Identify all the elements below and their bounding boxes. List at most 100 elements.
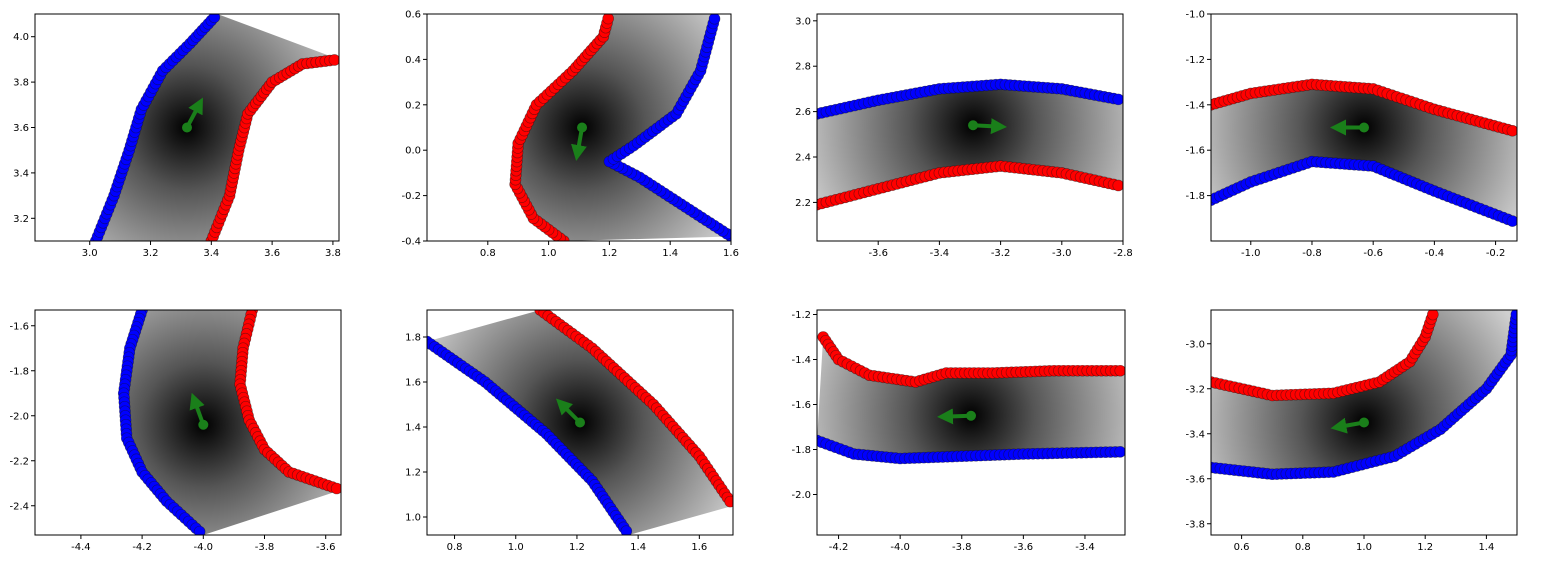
x-tick-label: 1.0 [508, 542, 524, 553]
x-tick-label: -3.8 [952, 542, 972, 553]
x-tick-label: -3.8 [255, 542, 275, 553]
x-tick-label: -4.2 [132, 542, 152, 553]
x-tick-label: 3.2 [143, 248, 159, 259]
x-tick-label: -0.2 [1486, 248, 1506, 259]
x-tick-label: -3.0 [1052, 248, 1072, 259]
y-tick-label: 1.6 [405, 378, 421, 389]
y-tick-label: 0.4 [405, 55, 421, 66]
plot-area [1211, 78, 1517, 227]
y-tick-label: -1.8 [791, 445, 811, 456]
axes-frame [426, 13, 732, 242]
x-tick-label: -3.2 [991, 248, 1011, 259]
agent-marker [198, 419, 209, 430]
agent-marker [577, 122, 588, 133]
y-tick-label: -1.6 [9, 321, 29, 332]
blue-boundary [117, 310, 206, 535]
plot-area [817, 331, 1125, 465]
corridor-shading [1211, 310, 1517, 475]
y-tick-label: -1.8 [1185, 191, 1205, 202]
agent-marker [1359, 122, 1369, 133]
agent-marker [1359, 417, 1369, 428]
x-tick-label: 1.6 [723, 248, 739, 259]
blue-boundary [1211, 155, 1517, 227]
x-tick-label: -4.0 [890, 542, 910, 553]
y-tick-label: -2.0 [791, 490, 811, 501]
x-tick-label: -0.4 [1425, 248, 1445, 259]
blue-boundary-point [1112, 93, 1123, 106]
x-tick-label: -3.4 [930, 248, 950, 259]
chart-panel-1: 3.0 3.2 3.4 3.6 3.8 3.2 3.4 3.6 3.8 4.0 [13, 13, 341, 259]
x-tick-label: 1.2 [569, 542, 585, 553]
x-tick-label: 3.8 [325, 248, 341, 259]
x-tick-label: 1.6 [691, 542, 707, 553]
red-boundary [534, 310, 733, 508]
red-boundary [817, 331, 1125, 388]
red-boundary-point [1112, 179, 1123, 192]
chart-panel-6: 0.8 1.0 1.2 1.4 1.6 1.0 1.2 1.4 1.6 1.8 [405, 309, 734, 553]
red-boundary [1211, 78, 1517, 137]
y-tick-label: -3.8 [1185, 519, 1205, 530]
blue-boundary-point [708, 14, 721, 25]
y-tick-label: -0.2 [401, 191, 421, 202]
y-tick-label: 4.0 [13, 32, 29, 43]
red-boundary-point [328, 54, 339, 66]
blue-boundary [1211, 310, 1517, 481]
x-tick-label: 3.6 [264, 248, 280, 259]
axes-frame [34, 309, 342, 536]
axes-frame [816, 13, 1124, 242]
chart-panel-8: 0.6 0.8 1.0 1.2 1.4 -3.8 -3.6 -3.4 -3.2 -3.0 [1185, 309, 1518, 553]
y-tick-label: 1.4 [405, 423, 421, 434]
x-tick-label: 0.8 [480, 248, 496, 259]
y-tick-label: 1.0 [405, 513, 421, 524]
agent-marker [966, 410, 976, 421]
x-tick-label: -4.4 [71, 542, 91, 553]
y-tick-label: -2.0 [9, 411, 29, 422]
agent-marker [575, 417, 585, 428]
x-tick-label: 1.4 [630, 542, 646, 553]
y-tick-label: 3.6 [13, 123, 29, 134]
red-boundary [1211, 310, 1439, 402]
blue-boundary [90, 14, 221, 241]
x-tick-label: 1.4 [1478, 542, 1494, 553]
y-tick-label: 0.6 [405, 10, 421, 21]
y-tick-label: 1.8 [405, 333, 421, 344]
plot-area [427, 310, 733, 535]
x-tick-label: -1.0 [1241, 248, 1261, 259]
y-tick-label: -2.2 [9, 456, 29, 467]
x-tick-label: -4.0 [194, 542, 214, 553]
y-tick-label: 1.2 [405, 468, 421, 479]
x-tick-label: -2.8 [1113, 248, 1133, 259]
y-tick-label: -3.6 [1185, 474, 1205, 485]
y-tick-label: -1.2 [791, 310, 811, 321]
red-boundary [234, 310, 341, 495]
blue-boundary-point [1506, 215, 1517, 227]
corridor-shading [817, 84, 1123, 205]
red-boundary-point [1114, 364, 1125, 377]
blue-boundary-point [193, 525, 206, 535]
red-boundary-point [602, 14, 614, 25]
y-tick-label: 3.4 [13, 168, 29, 179]
blue-boundary [427, 335, 633, 535]
blue-boundary-point [620, 525, 633, 535]
y-tick-label: -1.6 [791, 400, 811, 411]
axes-frame [426, 309, 734, 536]
plot-area [509, 14, 731, 241]
agent-marker [968, 120, 979, 131]
y-tick-label: -3.4 [1185, 429, 1205, 440]
axes-frame [1210, 13, 1518, 242]
y-tick-label: 0.0 [405, 146, 421, 157]
red-boundary [205, 54, 339, 241]
red-boundary-point [724, 495, 733, 508]
corridor-shading [515, 14, 731, 241]
x-tick-label: -0.8 [1302, 248, 1322, 259]
blue-boundary-point [1510, 310, 1517, 321]
corridor-shading [123, 310, 341, 535]
x-tick-label: 3.4 [203, 248, 219, 259]
x-tick-label: -0.6 [1363, 248, 1383, 259]
y-tick-label: 0.2 [405, 100, 421, 111]
x-tick-label: -3.6 [868, 248, 888, 259]
blue-boundary-point [208, 14, 221, 24]
y-tick-label: -1.6 [1185, 146, 1205, 157]
chart-panel-7: -4.2 -4.0 -3.8 -3.6 -3.4 -2.0 -1.8 -1.6 -1.4 -1.2 [791, 309, 1126, 553]
